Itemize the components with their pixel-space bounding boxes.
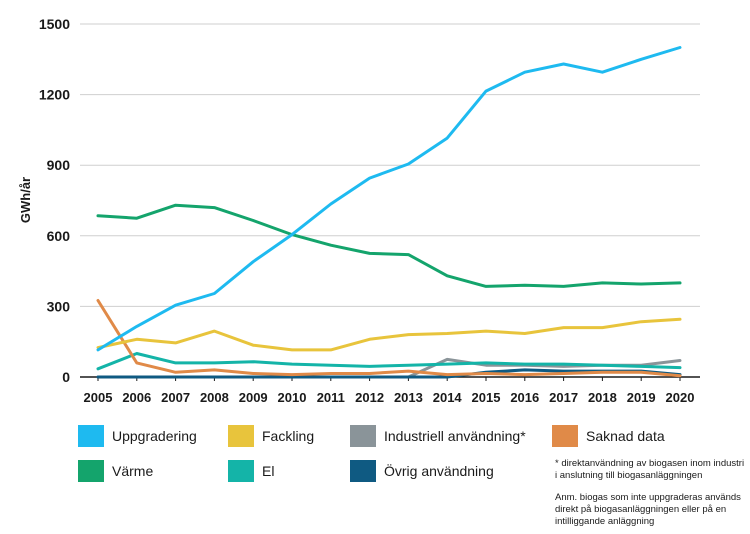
x-tick-label: 2018 bbox=[588, 390, 617, 405]
x-tick-label: 2020 bbox=[666, 390, 695, 405]
y-tick-label: 1200 bbox=[39, 87, 70, 103]
x-tick-label: 2019 bbox=[627, 390, 656, 405]
series-line-övrig-användning bbox=[96, 368, 682, 379]
x-tick-label: 2016 bbox=[510, 390, 539, 405]
series-line-saknad-data bbox=[96, 299, 682, 378]
x-tick-label: 2005 bbox=[84, 390, 113, 405]
series-line-fackling bbox=[96, 317, 682, 352]
grid-lines bbox=[80, 23, 700, 378]
y-axis-label: GWh/år bbox=[18, 177, 33, 223]
y-tick-label: 900 bbox=[47, 157, 71, 173]
x-tick-label: 2015 bbox=[472, 390, 501, 405]
y-tick-label: 300 bbox=[47, 298, 71, 314]
x-tick-label: 2011 bbox=[317, 390, 345, 405]
x-tick-label: 2010 bbox=[278, 390, 307, 405]
remark-note: Anm. biogas som inte uppgraderas används… bbox=[555, 492, 741, 527]
y-tick-label: 1500 bbox=[39, 16, 70, 32]
x-tick-label: 2014 bbox=[433, 390, 463, 405]
x-tick-label: 2007 bbox=[161, 390, 190, 405]
x-tick-label: 2012 bbox=[355, 390, 384, 405]
series-line-värme bbox=[96, 203, 682, 288]
x-tick-label: 2006 bbox=[122, 390, 151, 405]
y-axis-ticks: 0 300 600 900 1200 1500 bbox=[39, 16, 70, 385]
x-tick-label: 2008 bbox=[200, 390, 229, 405]
x-tick-label: 2013 bbox=[394, 390, 423, 405]
series-line-el bbox=[96, 352, 682, 371]
y-tick-label: 600 bbox=[47, 228, 71, 244]
series-line-uppgradering bbox=[96, 46, 682, 352]
x-axis-ticks: 2005 2006 2007 2008 2009 2010 2011 2012 2013 2014… bbox=[84, 377, 695, 405]
series-lines bbox=[96, 46, 682, 379]
x-tick-label: 2017 bbox=[549, 390, 578, 405]
x-tick-label: 2009 bbox=[239, 390, 268, 405]
y-tick-label: 0 bbox=[62, 369, 70, 385]
footnote: * direktanvändning av biogasen inom indu… bbox=[555, 458, 745, 481]
